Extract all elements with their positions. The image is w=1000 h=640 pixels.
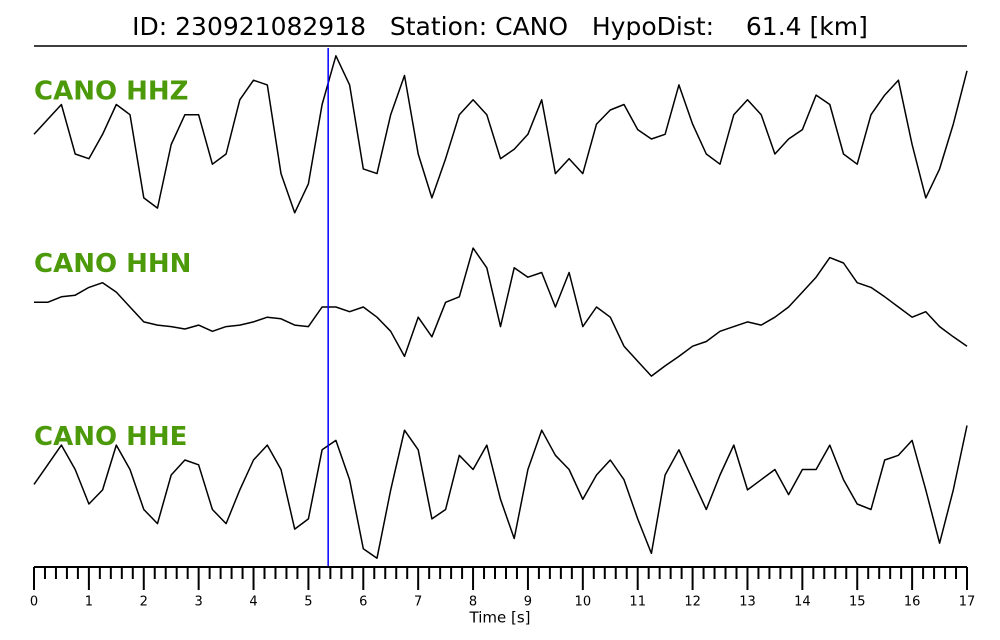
trace xyxy=(34,247,968,377)
x-tick-label: 17 xyxy=(959,595,976,610)
x-tick-label: 11 xyxy=(629,595,646,610)
x-tick-label: 12 xyxy=(684,595,701,610)
x-tick-label: 10 xyxy=(575,595,592,610)
x-tick-label: 8 xyxy=(469,595,477,610)
x-tick-label: 1 xyxy=(85,595,93,610)
x-tick-label: 14 xyxy=(794,595,811,610)
trace xyxy=(33,425,968,559)
trace-label: CANO HHZ xyxy=(34,77,189,107)
x-tick-label: 2 xyxy=(140,595,148,610)
x-tick-label: 13 xyxy=(739,595,756,610)
x-tick-label: 7 xyxy=(414,595,422,610)
trace xyxy=(33,55,968,214)
x-tick-label: 15 xyxy=(849,595,866,610)
x-tick-label: 9 xyxy=(524,595,532,610)
chart-title: ID: 230921082918 Station: CANO HypoDist:… xyxy=(132,12,868,41)
x-axis-label: Time [s] xyxy=(469,609,531,627)
x-tick-label: 16 xyxy=(904,595,921,610)
x-tick-label: 4 xyxy=(249,595,257,610)
x-tick-label: 6 xyxy=(359,595,367,610)
trace-label: CANO HHN xyxy=(34,249,191,279)
x-tick-label: 0 xyxy=(30,595,38,610)
trace-label: CANO HHE xyxy=(34,422,187,452)
x-tick-label: 5 xyxy=(304,595,312,610)
x-tick-label: 3 xyxy=(195,595,203,610)
